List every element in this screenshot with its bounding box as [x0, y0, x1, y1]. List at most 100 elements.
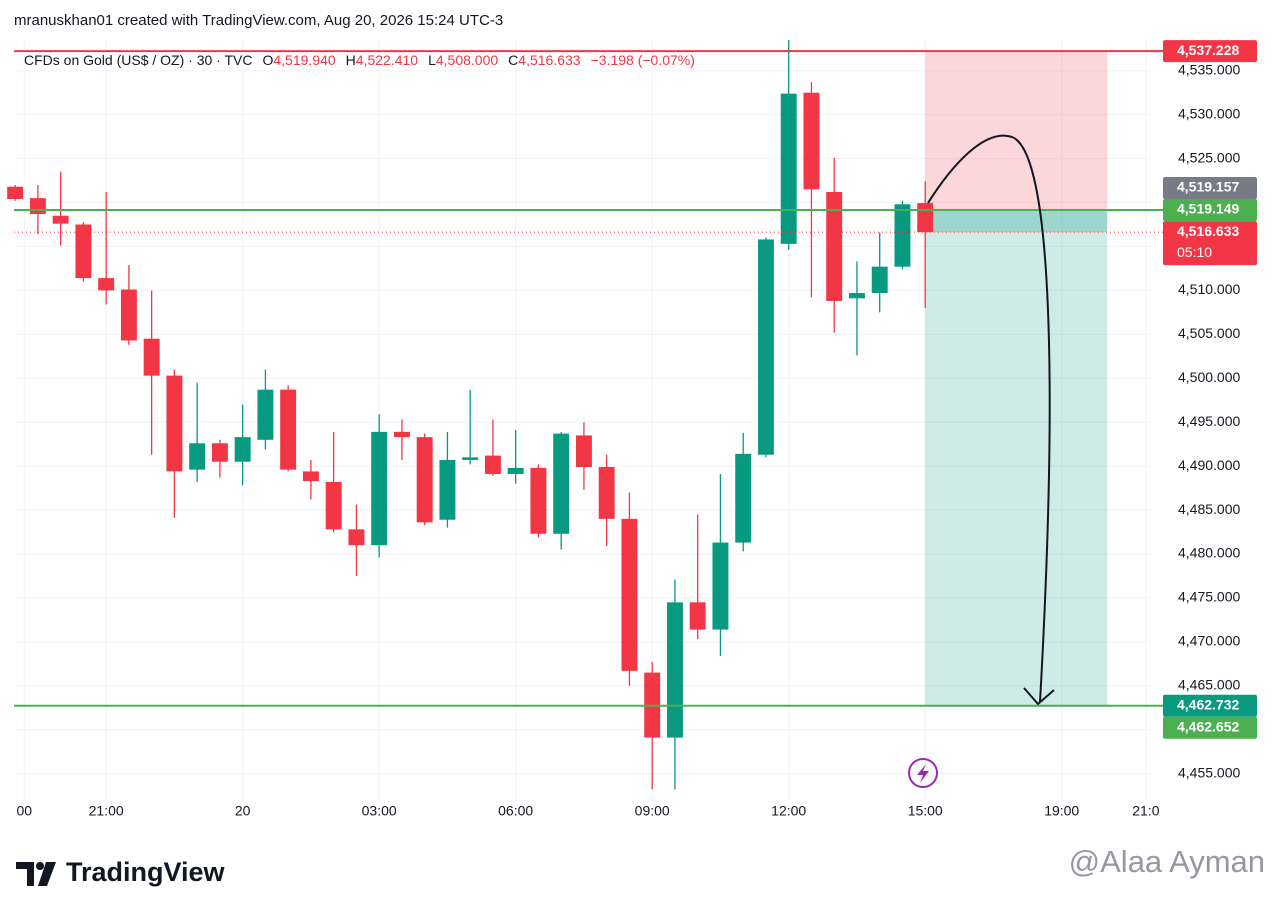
legend-key: H [346, 52, 356, 68]
candle-body [416, 437, 433, 523]
price-label-box [1163, 199, 1257, 222]
price-label: 4,516.633 [1177, 223, 1239, 239]
target-zone [925, 210, 1108, 706]
candle-body [871, 266, 888, 294]
logo-shape [38, 862, 56, 886]
y-tick-label: 4,530.000 [1178, 105, 1240, 121]
candle-body [371, 431, 388, 546]
y-tick-label: 4,470.000 [1178, 633, 1240, 649]
candle-body [780, 93, 797, 244]
candle-body [735, 453, 752, 543]
legend-change: −3.198 (−0.07%) [591, 52, 695, 68]
forecast-arrow [927, 134, 1055, 706]
candle-body [166, 375, 183, 472]
candle-body [143, 338, 160, 376]
event-bolt [917, 764, 929, 783]
price-label-box [1163, 177, 1257, 200]
watermark: @Alaa Ayman [1069, 844, 1265, 879]
candle-body [712, 542, 729, 630]
candle-body [348, 529, 365, 546]
open-pnl-zone [925, 210, 1108, 233]
candle-body [803, 92, 820, 190]
price-label: 4,519.149 [1177, 201, 1239, 217]
logo-shape [16, 862, 34, 886]
candle-body [29, 198, 46, 214]
logo-dot [36, 862, 44, 870]
legend: CFDs on Gold (US$ / OZ) · 30 · TVC O4,519… [24, 52, 695, 68]
legend-value: 4,508.000 [436, 52, 498, 68]
candle-body [52, 215, 69, 224]
price-label: 4,519.157 [1177, 179, 1239, 195]
legend-value: 4,516.633 [518, 52, 580, 68]
legend-key: L [428, 52, 436, 68]
candle-body [530, 467, 547, 534]
header: mranuskhan01 created with TradingView.co… [14, 12, 503, 29]
legend-key: C [508, 52, 518, 68]
event-icon [908, 758, 938, 788]
legend-value: 4,519.940 [273, 52, 335, 68]
candle-body [575, 435, 592, 468]
y-tick-label: 4,500.000 [1178, 369, 1240, 385]
x-tick-label: 12:00 [771, 803, 806, 819]
y-tick-label: 4,535.000 [1178, 61, 1240, 77]
brand: TradingView [66, 857, 226, 887]
candle-body [393, 431, 410, 438]
candle-body [507, 467, 524, 475]
y-tick-label: 4,485.000 [1178, 501, 1240, 517]
price-label-box [1163, 221, 1257, 266]
x-tick-label: 21:0 [1132, 803, 1159, 819]
x-tick-label: 15:00 [908, 803, 943, 819]
y-tick-label: 4,480.000 [1178, 545, 1240, 561]
candle-layer [7, 40, 934, 790]
candle-body [666, 602, 683, 738]
y-tick-label: 4,490.000 [1178, 457, 1240, 473]
candle-body [484, 455, 501, 475]
candle-body [325, 481, 342, 530]
stop-zone [925, 51, 1108, 211]
x-tick-label: 19:00 [1044, 803, 1079, 819]
y-tick-label: 4,505.000 [1178, 325, 1240, 341]
y-tick-label: 4,495.000 [1178, 413, 1240, 429]
legend-symbol: CFDs on Gold (US$ / OZ) · 30 · TVC [24, 52, 252, 68]
price-label: 4,462.652 [1177, 718, 1239, 734]
y-tick-label: 4,465.000 [1178, 676, 1240, 692]
candle-body [234, 437, 251, 462]
brand-logo: TradingView [16, 857, 226, 887]
x-tick-label: 20 [235, 803, 251, 819]
candle-body [98, 278, 115, 291]
price-label-box [1163, 694, 1257, 717]
candle-body [757, 239, 774, 455]
arrow-curve [927, 134, 1051, 703]
legend-key: O [262, 52, 273, 68]
zone-layer [925, 51, 1108, 706]
candle-body [848, 293, 865, 299]
price-label-layer: 4,537.228 4,516.633 05:10 4,519.149 4,519.15… [1163, 40, 1257, 739]
countdown-label: 05:10 [1177, 244, 1212, 260]
arrow-head [1023, 687, 1055, 706]
x-tick-label: 06:00 [498, 803, 533, 819]
candle-body [621, 518, 638, 671]
price-label: 4,537.228 [1177, 42, 1239, 58]
candle-body [553, 433, 570, 534]
legend-value: 4,522.410 [356, 52, 418, 68]
candle-body [257, 389, 274, 440]
candle-body [439, 459, 456, 520]
candle-body [462, 457, 479, 460]
x-tick-label: 21:00 [89, 803, 124, 819]
candle-body [302, 471, 319, 482]
candle-body [280, 389, 297, 470]
y-tick-label: 4,510.000 [1178, 281, 1240, 297]
price-label: 4,462.732 [1177, 696, 1239, 712]
candle-body [189, 443, 206, 470]
candle-body [894, 204, 911, 267]
candle-body [826, 192, 843, 301]
candle-body [7, 186, 24, 200]
price-label-box [1163, 40, 1257, 63]
candle-body [917, 203, 934, 233]
candle-body [689, 602, 706, 630]
x-tick-label: 09:00 [635, 803, 670, 819]
line-layer [14, 50, 1163, 707]
candle-body [120, 289, 137, 341]
y-tick-label: 4,455.000 [1178, 764, 1240, 780]
